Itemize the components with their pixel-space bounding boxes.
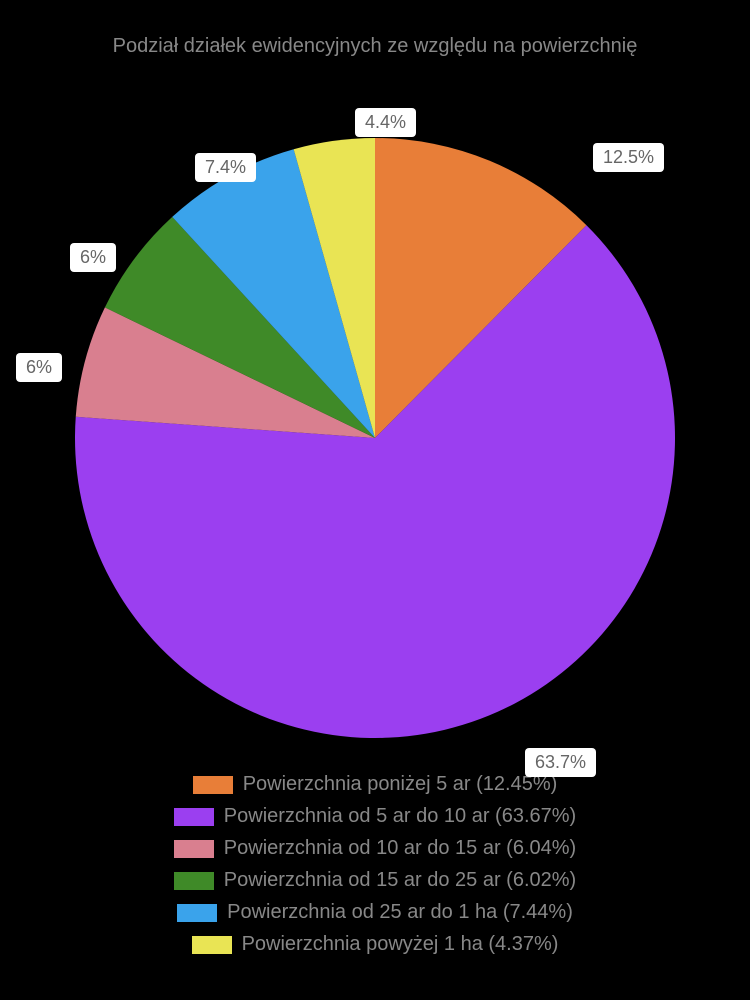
legend-line: Powierzchnia powyżej 1 ha (4.37%) — [0, 928, 750, 960]
slice-label: 7.4% — [195, 153, 256, 182]
slice-label: 6% — [70, 243, 116, 272]
pie-area: 12.5%63.7%6%6%7.4%4.4% — [0, 68, 750, 768]
legend-item: Powierzchnia od 25 ar do 1 ha (7.44%) — [177, 896, 573, 928]
legend-label: Powierzchnia powyżej 1 ha (4.37%) — [242, 933, 559, 955]
chart-container: Podział działek ewidencyjnych ze względu… — [0, 0, 750, 1000]
legend-swatch — [192, 936, 232, 954]
slice-label: 6% — [16, 353, 62, 382]
pie-svg — [0, 68, 750, 788]
legend-item: Powierzchnia od 15 ar do 25 ar (6.02%) — [174, 864, 576, 896]
legend-swatch — [174, 808, 214, 826]
legend-line: Powierzchnia od 10 ar do 15 ar (6.04%) — [0, 832, 750, 864]
legend: Powierzchnia poniżej 5 ar (12.45%)Powier… — [0, 768, 750, 960]
legend-label: Powierzchnia od 5 ar do 10 ar (63.67%) — [224, 805, 576, 827]
legend-line: Powierzchnia od 25 ar do 1 ha (7.44%) — [0, 896, 750, 928]
legend-line: Powierzchnia od 15 ar do 25 ar (6.02%) — [0, 864, 750, 896]
legend-swatch — [177, 904, 217, 922]
legend-item: Powierzchnia powyżej 1 ha (4.37%) — [192, 928, 559, 960]
legend-label: Powierzchnia od 25 ar do 1 ha (7.44%) — [227, 901, 573, 923]
slice-label: 12.5% — [593, 143, 664, 172]
legend-swatch — [174, 872, 214, 890]
slice-label: 4.4% — [355, 108, 416, 137]
slice-label: 63.7% — [525, 748, 596, 777]
legend-label: Powierzchnia od 10 ar do 15 ar (6.04%) — [224, 837, 576, 859]
legend-line: Powierzchnia od 5 ar do 10 ar (63.67%) — [0, 800, 750, 832]
legend-label: Powierzchnia od 15 ar do 25 ar (6.02%) — [224, 869, 576, 891]
legend-item: Powierzchnia od 10 ar do 15 ar (6.04%) — [174, 832, 576, 864]
legend-swatch — [174, 840, 214, 858]
legend-item: Powierzchnia od 5 ar do 10 ar (63.67%) — [174, 800, 576, 832]
chart-title: Podział działek ewidencyjnych ze względu… — [0, 0, 750, 68]
